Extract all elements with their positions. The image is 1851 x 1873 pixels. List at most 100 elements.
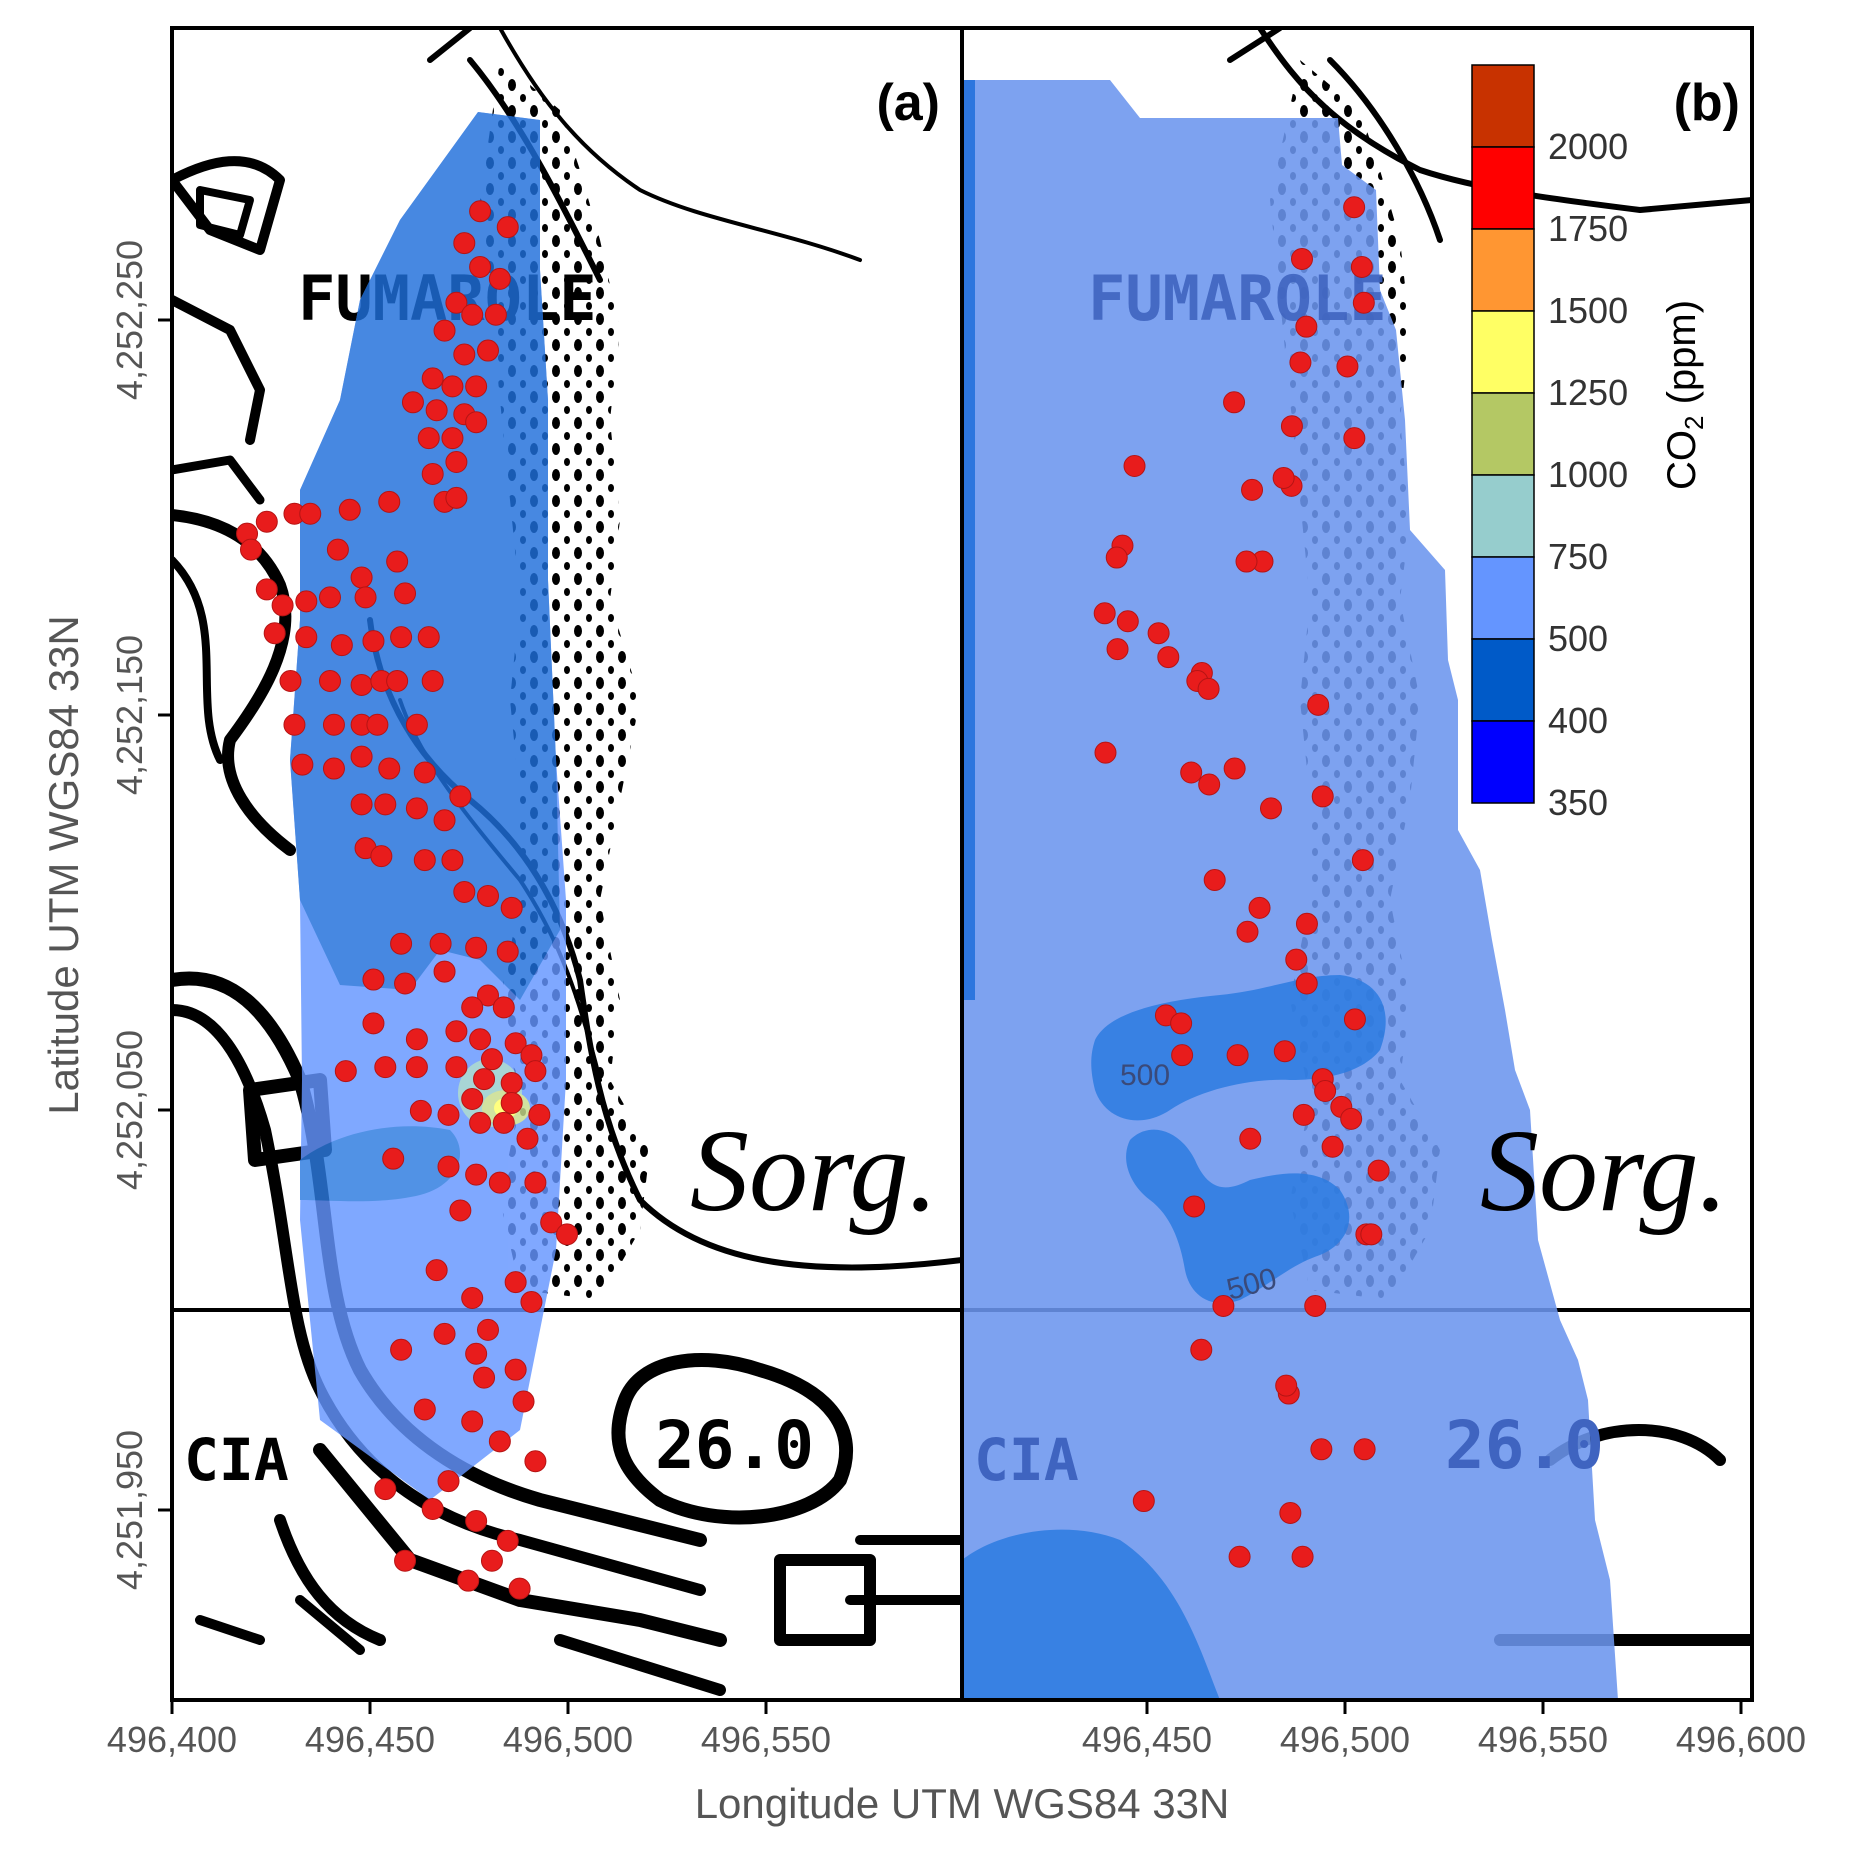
x-tick-label: 496,450 <box>305 1719 435 1760</box>
sample-point-a <box>354 586 377 609</box>
sample-point-a <box>421 669 444 692</box>
sample-point-b <box>1183 1195 1206 1218</box>
sample-point-a <box>441 849 464 872</box>
sample-point-b <box>1280 415 1303 438</box>
sample-point-b <box>1292 1103 1315 1126</box>
sample-point-a <box>338 498 361 521</box>
sample-point-a <box>401 391 424 414</box>
sample-point-a <box>496 1529 519 1552</box>
sample-point-a <box>556 1223 578 1246</box>
x-axis-label: Longitude UTM WGS84 33N <box>695 1780 1230 1827</box>
sample-point-a <box>437 1155 460 1178</box>
sample-point-a <box>477 984 499 1007</box>
sample-point-a <box>484 303 507 326</box>
sample-point-a <box>445 1020 468 1043</box>
sample-point-b <box>1304 1294 1327 1317</box>
sample-point-a <box>500 896 523 919</box>
sample-point-a <box>504 1032 527 1055</box>
x-tick-label: 496,450 <box>1082 1719 1212 1760</box>
legend-swatch <box>1471 556 1535 640</box>
sample-point-a <box>255 578 278 601</box>
sample-point-a <box>263 622 286 645</box>
sample-point-a <box>390 626 413 649</box>
contour-fill-500-750-b <box>962 80 1618 1700</box>
sample-point-a <box>362 968 385 991</box>
sample-point-b <box>1116 610 1139 633</box>
sample-point-a <box>477 1318 499 1341</box>
x-tick-label: 496,550 <box>1478 1719 1608 1760</box>
sample-point-b <box>1223 391 1246 414</box>
sample-point-a <box>500 1072 523 1095</box>
sample-point-a <box>413 849 436 872</box>
sample-point-a <box>374 1056 397 1079</box>
sample-point-b <box>1212 1294 1235 1317</box>
sample-point-a <box>291 753 314 776</box>
sample-point-a <box>240 538 262 561</box>
sample-point-a <box>433 960 456 983</box>
legend-swatch <box>1471 228 1535 312</box>
contour-fill-400-500-a <box>290 112 560 1000</box>
sample-point-b <box>1157 646 1180 669</box>
y-tick-label: 4,252,150 <box>109 635 150 795</box>
sample-point-a <box>386 669 409 692</box>
sample-point-a <box>453 880 476 903</box>
sample-point-a <box>508 1577 531 1600</box>
sample-point-a <box>405 713 428 736</box>
sample-point-a <box>524 1450 547 1473</box>
sample-point-a <box>382 1147 405 1170</box>
sample-point-b <box>1343 196 1366 219</box>
sample-point-b <box>1132 1490 1155 1513</box>
sample-point-a <box>449 785 472 808</box>
contour-patch-a <box>300 1126 460 1202</box>
sample-point-b <box>1350 255 1373 278</box>
sample-point-a <box>394 582 417 605</box>
sample-point-a <box>350 566 373 589</box>
map-label-26-a: 26.0 <box>655 1407 814 1484</box>
map-label-26-b: 26.0 <box>1445 1407 1604 1484</box>
legend-swatch <box>1471 638 1535 722</box>
sample-point-a <box>465 1163 488 1186</box>
sample-point-a <box>465 1509 488 1532</box>
sample-point-a <box>480 1048 503 1071</box>
sample-point-a <box>461 1410 484 1433</box>
sample-point-a <box>512 1390 535 1413</box>
sample-point-a <box>374 1478 397 1501</box>
sample-point-a <box>461 1287 484 1310</box>
sample-point-b <box>1228 1545 1251 1568</box>
sample-point-a <box>378 490 401 513</box>
panel-label-b: (b) <box>1674 74 1740 132</box>
y-tick-label: 4,251,950 <box>109 1430 150 1590</box>
sample-point-b <box>1336 355 1359 378</box>
sample-point-b <box>1360 1223 1383 1246</box>
sample-point-a <box>409 1099 432 1122</box>
sample-point-a <box>441 427 464 450</box>
map-label-sorg-b: Sorg. <box>1480 1105 1728 1236</box>
sample-point-b <box>1248 896 1271 919</box>
sample-point-a <box>461 996 484 1019</box>
sample-point-a <box>394 1549 417 1572</box>
sample-point-b <box>1239 1127 1262 1150</box>
sample-point-a <box>496 940 519 963</box>
sample-point-a <box>334 1060 357 1083</box>
sample-point-a <box>425 399 448 422</box>
sample-point-b <box>1105 546 1128 569</box>
panel-a: FUMAROLE Sorg. CIA 26.0 (a) <box>172 28 962 1700</box>
contour-label-500-upper: 500 <box>1120 1059 1170 1092</box>
sample-point-a <box>524 1060 547 1083</box>
contour-fill-400-500-sw-b <box>962 1529 1220 1700</box>
sample-point-b <box>1198 773 1221 796</box>
sample-point-b <box>1310 1438 1333 1461</box>
sample-point-a <box>516 1127 539 1150</box>
sample-point-a <box>540 1211 563 1234</box>
sample-point-b <box>1367 1159 1390 1182</box>
sample-point-b <box>1340 1107 1363 1130</box>
panel-b: FUMAROLE Sorg. CIA 26.0 500 500 (b) <box>962 28 1752 1700</box>
sample-point-b <box>1190 1338 1213 1361</box>
sample-point-a <box>524 1171 547 1194</box>
sample-point-a <box>520 1291 543 1313</box>
sample-point-a <box>465 936 488 959</box>
sample-point-b <box>1235 550 1258 573</box>
sample-point-a <box>465 375 488 398</box>
legend-label: 500 <box>1548 618 1608 659</box>
sample-point-a <box>488 1430 511 1453</box>
